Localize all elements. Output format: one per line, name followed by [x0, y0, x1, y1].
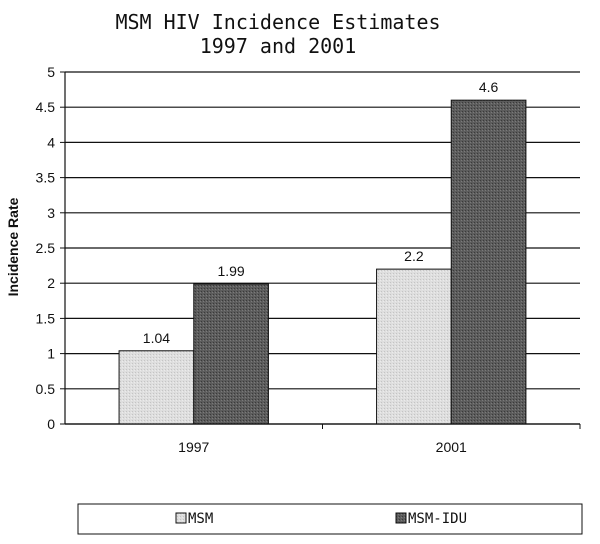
data-label-msm-2001: 2.2	[404, 248, 424, 264]
y-tick-label: 4	[47, 134, 55, 150]
data-labels: 1.04 1.99 2.2 4.6	[143, 79, 499, 346]
bar-msm-1997	[118, 350, 195, 425]
bar-msm-idu-1997	[193, 283, 269, 425]
x-tick-labels: 1997 2001	[178, 439, 467, 455]
y-tick-label: 5	[47, 64, 55, 80]
bar-msm-2001	[376, 268, 452, 425]
chart-title-line-2: 1997 and 2001	[200, 34, 357, 58]
y-tick-label: 0	[47, 416, 55, 432]
bar-msm-idu-2001	[450, 99, 527, 425]
legend: MSM MSM-IDU	[77, 503, 583, 535]
legend-label-msm-idu: MSM-IDU	[408, 511, 467, 527]
y-tick-label: 2	[47, 275, 55, 291]
y-tick-label: 1	[47, 346, 55, 362]
y-tick-label: 0.5	[36, 381, 56, 397]
y-axis-label: Incidence Rate	[5, 197, 21, 296]
chart-title-line-1: MSM HIV Incidence Estimates	[115, 10, 440, 34]
x-tick-label-1997: 1997	[178, 439, 209, 455]
bars	[118, 99, 527, 425]
y-tick-labels: 0 0.5 1 1.5 2 2.5 3 3.5 4 4.5 5	[36, 64, 56, 432]
axes	[60, 71, 581, 429]
data-label-msm-idu-2001: 4.6	[479, 79, 499, 95]
legend-swatch-msm-idu	[395, 512, 407, 524]
y-tick-label: 3.5	[36, 170, 56, 186]
y-tick-label: 3	[47, 205, 55, 221]
y-tick-label: 1.5	[36, 310, 56, 326]
chart-title: MSM HIV Incidence Estimates 1997 and 200…	[115, 10, 440, 58]
y-tick-label: 2.5	[36, 240, 56, 256]
legend-swatch-msm	[175, 512, 187, 524]
y-tick-label: 4.5	[36, 99, 56, 115]
legend-label-msm: MSM	[188, 511, 213, 527]
legend-box	[77, 503, 583, 535]
data-label-msm-1997: 1.04	[143, 330, 170, 346]
x-tick-label-2001: 2001	[436, 439, 467, 455]
data-label-msm-idu-1997: 1.99	[217, 263, 244, 279]
